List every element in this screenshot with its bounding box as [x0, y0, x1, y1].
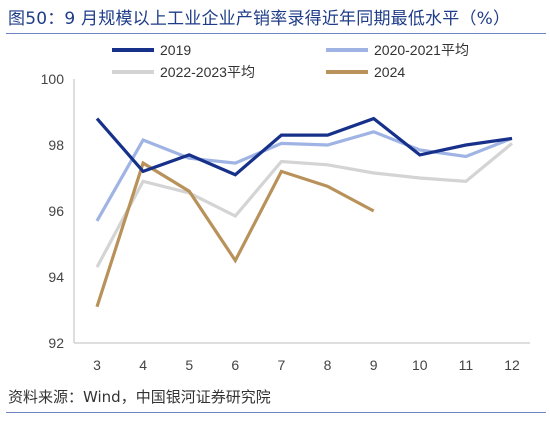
legend-label: 2024 [374, 64, 405, 80]
chart-title: 图50：9 月规模以上工业企业产销率录得近年同期最低水平（%） [8, 9, 511, 29]
legend-label: 2019 [160, 42, 191, 58]
series-layer [95, 116, 514, 308]
x-tick-label: 8 [324, 357, 332, 373]
legend: 2019 2020-2021平均 2022-2023平均 2024 [112, 42, 469, 80]
title-divider [6, 33, 546, 34]
x-tick-label: 3 [93, 357, 101, 373]
series-line-2022-2023平均 [95, 142, 514, 268]
x-tick-label: 7 [278, 357, 286, 373]
x-tick-label: 11 [459, 357, 474, 373]
x-tick-label: 10 [412, 357, 428, 373]
bottom-divider [6, 412, 546, 413]
series-line-2024 [95, 160, 375, 308]
y-tick-label: 96 [48, 203, 64, 219]
source-note: 资料来源：Wind，中国银河证券研究院 [8, 388, 271, 406]
y-tick-label: 98 [48, 137, 64, 153]
series-line-2020-2021平均 [95, 130, 513, 222]
x-tick-label: 6 [231, 357, 239, 373]
axes: 92 94 96 98 100 3 4 5 6 7 8 9 10 11 12 [41, 71, 530, 373]
x-tick-label: 9 [370, 357, 378, 373]
x-tick-label: 4 [139, 357, 147, 373]
x-tick-label: 12 [504, 357, 520, 373]
y-tick-label: 100 [41, 71, 65, 87]
y-tick-label: 92 [48, 335, 64, 351]
legend-label: 2022-2023平均 [160, 64, 255, 80]
legend-label: 2020-2021平均 [374, 42, 469, 58]
series-line-2019 [95, 116, 513, 177]
y-tick-label: 94 [48, 269, 64, 285]
x-tick-label: 5 [185, 357, 193, 373]
